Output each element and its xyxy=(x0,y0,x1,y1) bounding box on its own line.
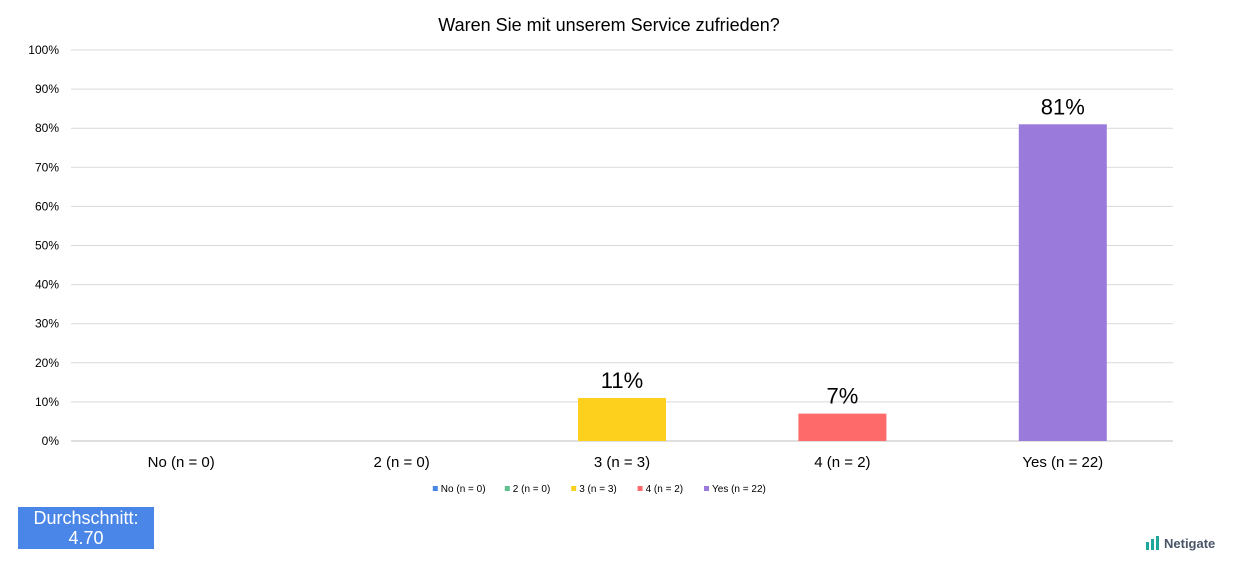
y-tick-label: 0% xyxy=(42,434,60,448)
y-tick-label: 20% xyxy=(35,356,59,370)
brand-footer: Netigate xyxy=(1146,534,1215,552)
x-tick-label: 4 (n = 2) xyxy=(814,454,870,471)
x-tick-label: No (n = 0) xyxy=(148,454,215,471)
data-label: 11% xyxy=(601,368,643,393)
data-label: 81% xyxy=(1041,94,1085,119)
brand-name: Netigate xyxy=(1164,535,1216,551)
legend-label: Yes (n = 22) xyxy=(712,484,766,495)
legend-swatch xyxy=(432,486,438,491)
x-tick-label: Yes (n = 22) xyxy=(1022,454,1103,471)
legend-label: 2 (n = 0) xyxy=(513,484,551,495)
x-tick-label: 3 (n = 3) xyxy=(594,454,650,471)
x-tick-label: 2 (n = 0) xyxy=(373,454,429,471)
bar xyxy=(798,413,887,441)
legend-label: No (n = 0) xyxy=(441,484,486,495)
legend-label: 4 (n = 2) xyxy=(646,484,684,495)
y-tick-label: 60% xyxy=(35,199,59,213)
bar xyxy=(578,397,666,441)
y-tick-label: 40% xyxy=(35,278,59,292)
y-tick-label: 50% xyxy=(35,239,59,253)
legend-swatch xyxy=(571,486,577,491)
legend-swatch xyxy=(637,486,643,491)
y-tick-label: 90% xyxy=(35,82,59,96)
bar xyxy=(1018,124,1107,441)
average-score-badge: Durchschnitt: 4.70 xyxy=(18,507,154,549)
legend-swatch xyxy=(504,486,510,491)
y-tick-label: 70% xyxy=(35,160,59,174)
legend-swatch xyxy=(704,486,709,491)
average-value: 4.70 xyxy=(68,528,104,548)
chart-title: Waren Sie mit unserem Service zufrieden? xyxy=(438,15,779,35)
y-tick-label: 80% xyxy=(35,121,59,135)
average-label: Durchschnitt: xyxy=(33,508,139,528)
netigate-bars-icon xyxy=(1146,536,1159,550)
data-label: 7% xyxy=(827,384,859,409)
legend-label: 3 (n = 3) xyxy=(579,484,617,495)
y-tick-label: 10% xyxy=(35,395,59,409)
y-tick-label: 30% xyxy=(35,317,59,331)
y-tick-label: 100% xyxy=(28,43,59,57)
